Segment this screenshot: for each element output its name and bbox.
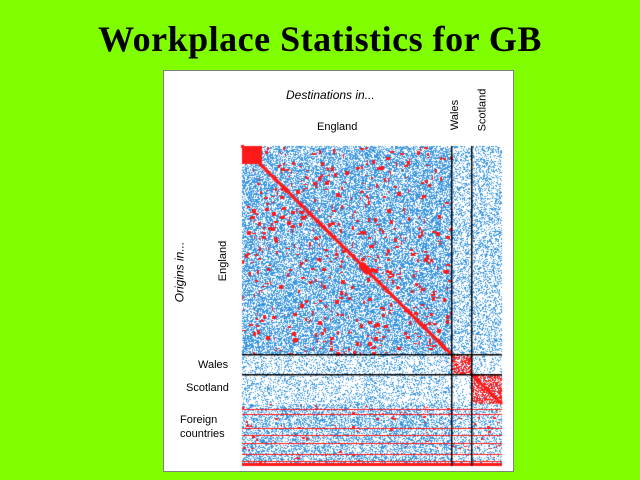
col-label-england: England [317, 121, 358, 133]
flow-matrix-heatmap [164, 71, 513, 471]
origins-header: Origins in... [172, 241, 187, 303]
slide-title: Workplace Statistics for GB [98, 19, 542, 59]
row-label-scotland: Scotland [186, 382, 229, 394]
destinations-header: Destinations in... [286, 88, 375, 102]
row-label-wales: Wales [198, 359, 229, 371]
row-label-england: England [217, 240, 230, 282]
row-label-foreign-countries: Foreign countries [180, 414, 225, 440]
col-label-wales: Wales [449, 99, 462, 131]
matrix-panel: Destinations in... England Wales Scotlan… [163, 70, 514, 472]
col-label-scotland: Scotland [476, 88, 489, 132]
